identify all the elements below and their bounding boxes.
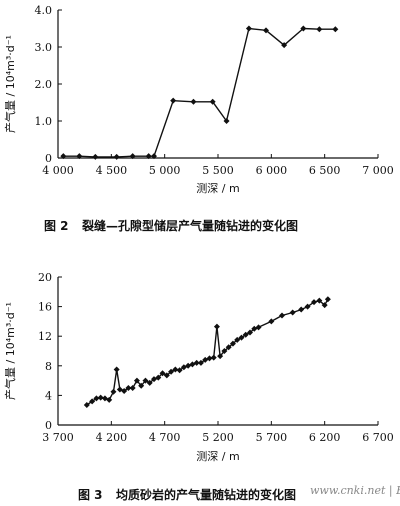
x-tick-label: 6 000 <box>256 164 288 177</box>
data-point <box>125 385 132 391</box>
data-point <box>121 387 128 394</box>
data-point <box>76 153 83 160</box>
figure3-caption-number: 图 3 <box>78 488 103 502</box>
figure2-caption-number: 图 2 <box>44 219 69 233</box>
data-point <box>206 355 213 362</box>
data-point <box>133 377 140 384</box>
data-point <box>245 25 252 32</box>
data-point <box>129 153 136 160</box>
data-point <box>97 394 104 401</box>
data-point <box>221 348 228 354</box>
data-point <box>163 372 170 379</box>
x-tick-label: 4 000 <box>42 164 74 177</box>
data-point <box>209 98 216 105</box>
data-point <box>146 379 153 386</box>
data-point <box>316 297 323 304</box>
y-tick-label: 0 <box>45 419 52 432</box>
data-point <box>234 336 241 343</box>
data-point <box>263 27 269 34</box>
data-point <box>155 374 162 381</box>
data-point <box>324 296 331 303</box>
y-tick-label: 4 <box>45 389 52 402</box>
data-point <box>60 153 67 160</box>
data-point <box>311 299 317 306</box>
data-point <box>321 302 328 309</box>
data-point <box>151 153 157 160</box>
x-tick-label: 4 500 <box>96 164 128 177</box>
data-point <box>106 396 113 403</box>
data-point <box>279 312 285 319</box>
data-point <box>300 25 307 32</box>
data-point <box>223 118 230 124</box>
y-tick-label: 0 <box>45 152 52 165</box>
y-tick-label: 16 <box>38 301 52 314</box>
data-point <box>304 303 311 310</box>
data-point <box>289 309 296 316</box>
x-tick-label: 6 700 <box>362 431 394 444</box>
data-point <box>110 388 117 395</box>
x-tick-label: 5 700 <box>256 431 288 444</box>
data-point <box>145 153 152 160</box>
x-tick-label: 3 700 <box>42 431 74 444</box>
data-point <box>176 367 183 374</box>
data-point <box>316 26 323 33</box>
data-point <box>238 334 245 341</box>
figure2-caption-text: 裂缝—孔隙型储层产气量随钻进的变化图 <box>81 218 298 233</box>
data-point <box>92 153 99 160</box>
x-tick-label: 6 500 <box>309 164 341 177</box>
x-axis-title: 测深 / m <box>196 182 239 195</box>
data-point <box>197 359 204 366</box>
data-point <box>213 323 220 330</box>
data-point <box>281 42 288 49</box>
y-tick-label: 20 <box>38 271 52 284</box>
watermark: www.cnki.net | Egas.cn <box>310 484 400 498</box>
data-point <box>225 344 232 351</box>
series-line <box>63 27 336 158</box>
data-point <box>159 370 166 377</box>
x-tick-label: 4 200 <box>96 431 128 444</box>
data-point <box>332 26 339 33</box>
y-tick-label: 2.0 <box>35 78 53 91</box>
data-point <box>172 366 179 373</box>
data-point <box>93 395 100 402</box>
data-point <box>229 340 236 347</box>
data-point <box>83 402 90 409</box>
x-tick-label: 7 000 <box>362 164 394 177</box>
data-point <box>113 153 120 160</box>
x-tick-label: 4 700 <box>149 431 181 444</box>
y-tick-label: 8 <box>45 360 52 373</box>
data-point <box>129 385 136 391</box>
x-tick-label: 5 500 <box>202 164 234 177</box>
x-tick-label: 5 000 <box>149 164 181 177</box>
data-point <box>142 377 149 384</box>
chart-fracture-pore-reservoir: 4 000 4 500 5 000 5 500 6 000 6 500 7 000 0 1.0 2… <box>3 4 394 195</box>
chart-homogeneous-sandstone: 3 700 4 200 4 700 5 200 5 700 6 200 6 700 0 4 8 12… <box>3 271 394 463</box>
data-point <box>217 353 224 360</box>
data-point <box>268 318 275 325</box>
data-point <box>298 306 305 313</box>
y-tick-label: 12 <box>38 330 52 343</box>
data-point <box>138 382 145 389</box>
data-point <box>193 359 200 366</box>
data-point <box>255 324 262 331</box>
figure3-caption-text: 均质砂岩的产气量随钻进的变化图 <box>116 487 296 502</box>
data-point <box>113 366 120 373</box>
data-point <box>168 368 175 375</box>
data-point <box>247 329 253 336</box>
data-point <box>210 354 217 361</box>
data-point <box>170 97 177 104</box>
y-tick-label: 3.0 <box>35 41 53 54</box>
y-axis-title: 产气量 / 10⁴m³·d⁻¹ <box>3 302 17 400</box>
y-tick-label: 4.0 <box>35 4 53 17</box>
data-point <box>89 398 96 405</box>
y-axis-title: 产气量 / 10⁴m³·d⁻¹ <box>3 35 17 133</box>
x-tick-label: 6 200 <box>309 431 341 444</box>
x-axis-title: 测深 / m <box>196 450 239 463</box>
y-tick-label: 1.0 <box>35 115 53 128</box>
data-point <box>242 331 249 338</box>
x-tick-label: 5 200 <box>202 431 234 444</box>
data-point <box>190 98 197 105</box>
